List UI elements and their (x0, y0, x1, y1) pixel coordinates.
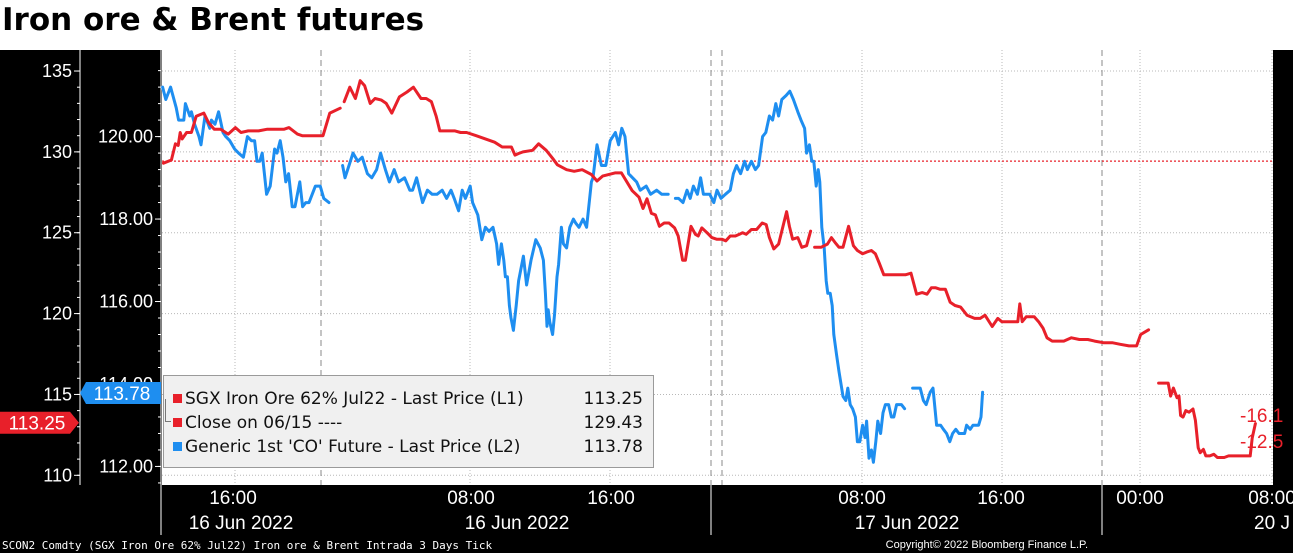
legend-value: 113.25 (583, 389, 643, 409)
legend-value: 129.43 (583, 413, 643, 433)
legend-value: 113.78 (583, 437, 643, 457)
x-tick-date: 20 J (1254, 513, 1290, 534)
series-line-brent (911, 386, 985, 444)
series-line-iron-ore (161, 106, 342, 165)
legend-row-brent: Generic 1st 'CO' Future - Last Price (L2… (173, 436, 520, 458)
x-tick-time: 08:00 (838, 488, 886, 509)
legend-label: Generic 1st 'CO' Future - Last Price (L2… (185, 437, 521, 457)
legend-swatch-iron-ore (173, 393, 182, 403)
end-change-label: -16.1 (1240, 406, 1283, 427)
legend-label: Close on 06/15 ---- (185, 413, 343, 433)
y-tick-label-inner: 120.00 (98, 127, 153, 147)
y-tick-label-outer: 115 (43, 384, 72, 404)
series-layer (161, 79, 1257, 464)
bottom-axis-panel (0, 485, 1293, 553)
left-axis-panel (0, 50, 162, 553)
y-tick-label-inner: 118.00 (99, 209, 153, 229)
x-tick-date: 16 Jun 2022 (189, 513, 294, 534)
x-tick-time: 16:00 (209, 488, 257, 509)
x-tick-time: 00:00 (1116, 488, 1164, 509)
legend-row-close-reference: Close on 06/15 ---- (173, 412, 342, 434)
footer-copyright: Copyright© 2022 Bloomberg Finance L.P. (885, 539, 1088, 551)
y-tick-label-inner: 116.00 (99, 292, 153, 312)
x-tick-time: 08:00 (1248, 488, 1293, 509)
y-tick-label-outer: 125 (42, 223, 72, 243)
value-tag-brent (80, 382, 161, 405)
legend-swatch-brent (173, 441, 182, 451)
legend-tree-connector (165, 399, 171, 422)
chart-title: Iron ore & Brent futures (2, 2, 425, 38)
x-tick-time: 16:00 (587, 488, 635, 509)
x-tick-date: 17 Jun 2022 (855, 513, 960, 534)
value-tag-iron-ore (0, 411, 79, 434)
y-tick-label-outer: 120 (42, 304, 72, 324)
y-tick-label-inner: 112.00 (99, 456, 153, 476)
y-tick-label-outer: 110 (43, 465, 72, 485)
series-line-brent (341, 126, 670, 336)
value-tag-brent-text: 113.78 (94, 384, 151, 405)
axis-labels: 135130125120115110120.00118.00116.00114.… (42, 61, 1293, 535)
right-edge-panel (1273, 50, 1293, 485)
series-line-iron-ore (342, 79, 813, 262)
legend-row-iron-ore: SGX Iron Ore 62% Jul22 - Last Price (L1) (173, 388, 524, 410)
legend-swatch-close-reference (173, 417, 182, 427)
series-line-iron-ore (1157, 381, 1257, 459)
end-change-label: -12.5 (1240, 432, 1283, 453)
value-tag-iron-ore-text: 113.25 (9, 414, 66, 435)
footer-security-description: SCON2 Comdty (SGX Iron Ore 62% Jul22) Ir… (2, 539, 493, 552)
x-tick-time: 08:00 (447, 488, 495, 509)
y-tick-label-outer: 135 (42, 61, 72, 81)
x-tick-time: 16:00 (977, 488, 1025, 509)
series-line-brent (161, 85, 331, 209)
legend-label: SGX Iron Ore 62% Jul22 - Last Price (L1) (185, 389, 524, 409)
series-line-brent (673, 89, 907, 464)
x-tick-date: 16 Jun 2022 (465, 513, 570, 534)
series-line-iron-ore (813, 224, 1151, 348)
y-tick-label-outer: 130 (42, 142, 72, 162)
legend: SGX Iron Ore 62% Jul22 - Last Price (L1)… (163, 375, 654, 468)
value-tags: 113.78 113.25 -16.1 -12.5 (0, 382, 1283, 453)
